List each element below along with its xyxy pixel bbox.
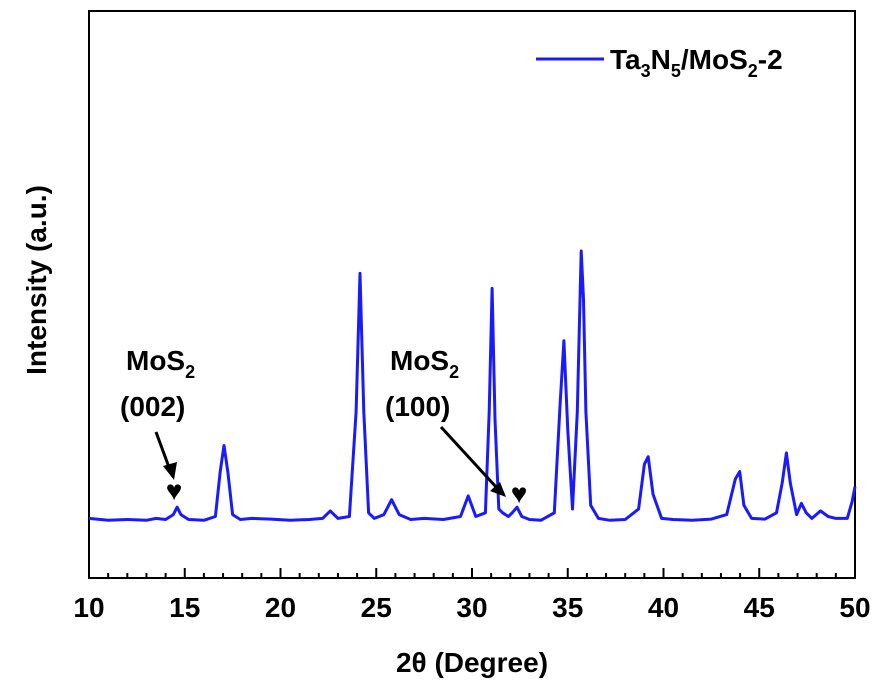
annotation-arrow <box>154 431 172 471</box>
x-tick-label: 40 <box>648 592 679 623</box>
x-tick-label: 25 <box>361 592 392 623</box>
series-group <box>88 249 857 522</box>
x-tick-label: 20 <box>265 592 296 623</box>
annotation-label: MoS2 <box>390 345 459 382</box>
arrow-head <box>490 482 506 497</box>
annotation-mos2-100: MoS2 (100) ♥ <box>385 345 527 509</box>
x-tick-label: 10 <box>73 592 104 623</box>
x-tick-label: 45 <box>744 592 775 623</box>
legend-label: Ta3N5/MoS2-2 <box>610 44 783 81</box>
arrow-head <box>163 462 177 480</box>
annotation-arrow <box>439 425 499 490</box>
annotation-hkl: (100) <box>385 391 450 422</box>
annotation-hkl: (002) <box>120 391 185 422</box>
legend: Ta3N5/MoS2-2 <box>536 44 783 81</box>
y-axis-title: Intensity (a.u.) <box>21 185 52 375</box>
x-axis-title: 2θ (Degree) <box>396 647 548 678</box>
x-axis-tick-labels: 10 15 20 25 30 35 40 45 50 <box>73 592 870 623</box>
x-tick-label: 30 <box>456 592 487 623</box>
plot-frame <box>88 10 856 579</box>
x-tick-label: 35 <box>552 592 583 623</box>
heart-marker-icon: ♥ <box>511 478 528 509</box>
x-axis-ticks <box>88 568 856 578</box>
heart-marker-icon: ♥ <box>166 475 183 506</box>
annotation-label: MoS2 <box>126 345 195 382</box>
x-tick-label: 50 <box>839 592 870 623</box>
x-tick-label: 15 <box>169 592 200 623</box>
series-line <box>88 249 857 522</box>
annotation-mos2-002: MoS2 (002) ♥ <box>120 345 195 506</box>
